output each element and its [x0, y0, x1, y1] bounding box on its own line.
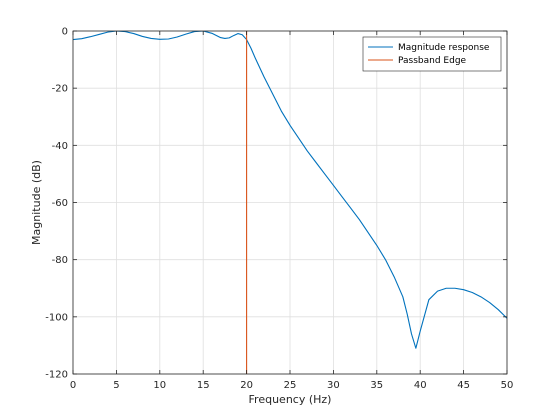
ticks — [72, 30, 508, 375]
x-tick-label: 0 — [70, 380, 76, 391]
x-tick-label: 40 — [414, 380, 427, 391]
y-tick-label: -40 — [52, 141, 68, 152]
legend-label-passband-edge: Passband Edge — [398, 56, 467, 66]
tick-labels: 0 5 10 15 20 25 30 35 40 45 50 0 -20 -40 -60 -80 -100 -12… — [45, 27, 513, 392]
series-line-magnitude-response — [73, 31, 507, 349]
y-axis-label: Magnitude (dB) — [30, 160, 43, 245]
y-tick-label: -120 — [45, 370, 68, 381]
legend-label-magnitude-response: Magnitude response — [398, 43, 490, 53]
y-tick-label: -100 — [45, 312, 68, 323]
x-tick-label: 45 — [457, 380, 470, 391]
x-tick-label: 5 — [113, 380, 119, 391]
x-axis-label: Frequency (Hz) — [249, 393, 332, 406]
x-tick-label: 50 — [501, 380, 514, 391]
x-tick-label: 10 — [153, 380, 166, 391]
x-tick-label: 25 — [284, 380, 297, 391]
x-tick-label: 20 — [240, 380, 253, 391]
x-tick-label: 15 — [197, 380, 210, 391]
y-tick-label: -60 — [52, 198, 68, 209]
y-tick-label: 0 — [62, 27, 68, 38]
y-tick-label: -80 — [52, 255, 68, 266]
y-tick-label: -20 — [52, 84, 68, 95]
series-layer — [73, 31, 507, 374]
legend[interactable]: Magnitude response Passband Edge — [362, 36, 502, 72]
x-tick-label: 35 — [370, 380, 383, 391]
legend-box — [362, 36, 502, 72]
x-tick-label: 30 — [327, 380, 340, 391]
